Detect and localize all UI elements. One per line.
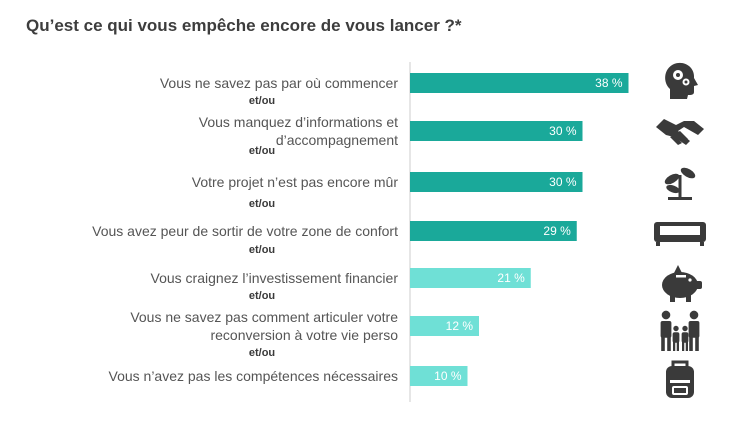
category-label: d’accompagnement	[276, 132, 398, 148]
category-label: Vous ne savez pas comment articuler votr…	[130, 309, 398, 325]
category-label: Vous ne savez pas par où commencer	[160, 75, 398, 91]
category-label: Vous avez peur de sortir de votre zone d…	[92, 223, 398, 239]
sofa-icon	[654, 222, 706, 246]
separator-label: et/ou	[249, 290, 275, 302]
bar	[410, 316, 479, 336]
head-gears-icon	[665, 62, 698, 99]
value-label: 30 %	[549, 124, 577, 138]
value-label: 10 %	[434, 369, 462, 383]
separator-label: et/ou	[249, 244, 275, 256]
piggy-bank-icon	[662, 265, 702, 302]
bar	[410, 73, 629, 93]
category-label: Vous n’avez pas les compétences nécessai…	[109, 368, 399, 384]
bar	[410, 221, 577, 241]
separator-label: et/ou	[249, 198, 275, 210]
separator-label: et/ou	[249, 145, 275, 157]
category-label: Votre projet n’est pas encore mûr	[192, 174, 399, 190]
category-label: Vous craignez l’investissement financier	[151, 270, 399, 286]
value-label: 30 %	[549, 175, 577, 189]
bar	[410, 121, 583, 141]
backpack-icon	[666, 360, 694, 398]
handshake-icon	[656, 119, 704, 145]
value-label: 29 %	[543, 224, 571, 238]
sprout-icon	[664, 167, 696, 200]
value-label: 38 %	[595, 76, 623, 90]
bar	[410, 366, 468, 386]
chart-title: Qu’est ce qui vous empêche encore de vou…	[26, 16, 462, 35]
separator-label: et/ou	[249, 95, 275, 107]
bar	[410, 172, 583, 192]
value-label: 21 %	[497, 271, 525, 285]
value-label: 12 %	[446, 319, 474, 333]
separator-label: et/ou	[249, 347, 275, 359]
bar	[410, 268, 531, 288]
category-label: Vous manquez d’informations et	[199, 114, 398, 130]
family-icon	[660, 310, 700, 351]
category-label: reconversion à votre vie perso	[210, 327, 398, 343]
